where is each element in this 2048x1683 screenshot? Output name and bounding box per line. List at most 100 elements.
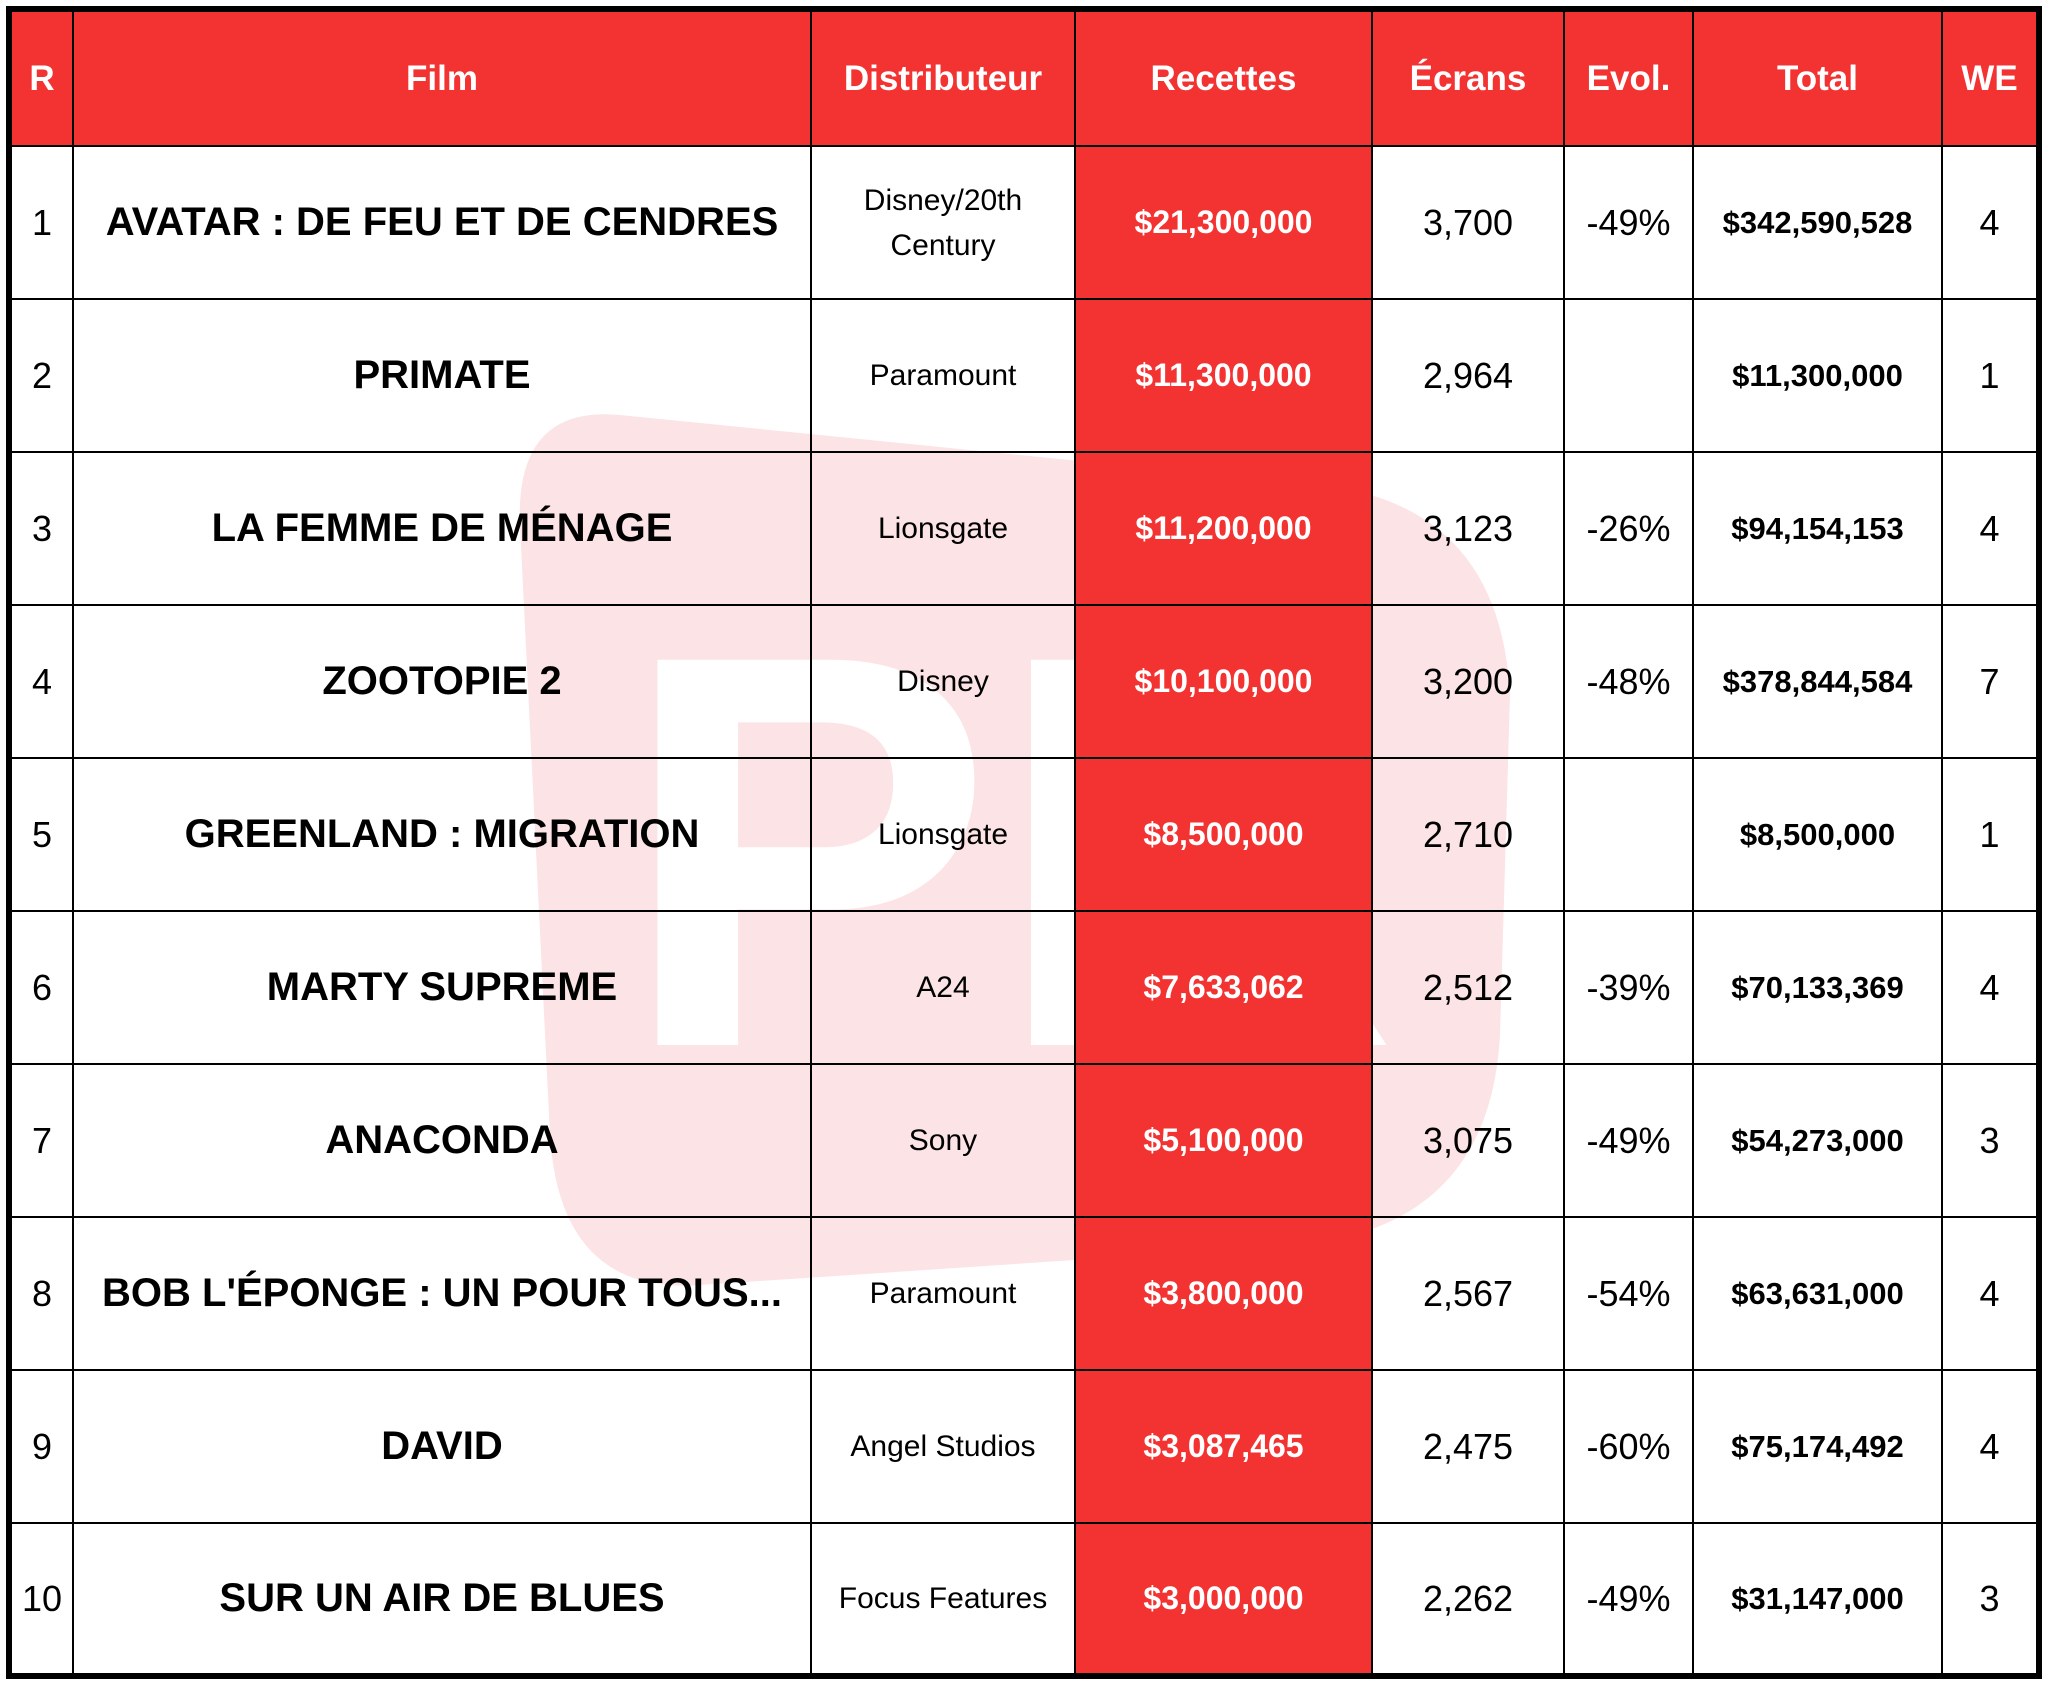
distributor-cell: Lionsgate (810, 451, 1076, 606)
screens-cell: 3,200 (1371, 604, 1565, 759)
total-gross-cell: $11,300,000 (1692, 298, 1943, 453)
evolution-cell: -49% (1563, 145, 1694, 300)
column-header: Film (72, 8, 812, 147)
table-row: 9 DAVID Angel Studios $3,087,465 2,475 -60% $7… (8, 1369, 2040, 1524)
film-title-cell: AVATAR : DE FEU ET DE CENDRES (72, 145, 812, 300)
evolution-cell: -39% (1563, 910, 1694, 1065)
film-title-cell: ANACONDA (72, 1063, 812, 1218)
screens-cell: 2,475 (1371, 1369, 1565, 1524)
weeks-cell: 1 (1941, 757, 2040, 912)
screens-cell: 3,075 (1371, 1063, 1565, 1218)
film-title-cell: BOB L'ÉPONGE : UN POUR TOUS... (72, 1216, 812, 1371)
film-title-cell: ZOOTOPIE 2 (72, 604, 812, 759)
weekend-gross-cell: $5,100,000 (1074, 1063, 1373, 1218)
total-gross-cell: $54,273,000 (1692, 1063, 1943, 1218)
film-title-cell: PRIMATE (72, 298, 812, 453)
rank-cell: 2 (8, 298, 74, 453)
total-gross-cell: $70,133,369 (1692, 910, 1943, 1065)
weekend-gross-cell: $21,300,000 (1074, 145, 1373, 300)
table-row: 7 ANACONDA Sony $5,100,000 3,075 -49% $54,273,… (8, 1063, 2040, 1218)
evolution-cell: -48% (1563, 604, 1694, 759)
total-gross-cell: $75,174,492 (1692, 1369, 1943, 1524)
screens-cell: 3,123 (1371, 451, 1565, 606)
table-header: R Film Distributeur Recettes Écrans Evol. Tota… (8, 8, 2040, 147)
rank-cell: 7 (8, 1063, 74, 1218)
weekend-gross-cell: $11,300,000 (1074, 298, 1373, 453)
weeks-cell: 4 (1941, 145, 2040, 300)
distributor-cell: Focus Features (810, 1522, 1076, 1677)
total-gross-cell: $94,154,153 (1692, 451, 1943, 606)
screens-cell: 2,567 (1371, 1216, 1565, 1371)
screens-cell: 2,512 (1371, 910, 1565, 1065)
film-title-cell: SUR UN AIR DE BLUES (72, 1522, 812, 1677)
evolution-cell (1563, 757, 1694, 912)
total-gross-cell: $342,590,528 (1692, 145, 1943, 300)
weeks-cell: 3 (1941, 1522, 2040, 1677)
table-row: 6 MARTY SUPREME A24 $7,633,062 2,512 -39% $70,… (8, 910, 2040, 1065)
table-row: 1 AVATAR : DE FEU ET DE CENDRES Disney/20t… (8, 145, 2040, 300)
weekend-gross-cell: $7,633,062 (1074, 910, 1373, 1065)
column-header: Écrans (1371, 8, 1565, 147)
rank-cell: 5 (8, 757, 74, 912)
total-gross-cell: $31,147,000 (1692, 1522, 1943, 1677)
rank-cell: 10 (8, 1522, 74, 1677)
weeks-cell: 4 (1941, 451, 2040, 606)
distributor-cell: Disney (810, 604, 1076, 759)
weekend-gross-cell: $3,800,000 (1074, 1216, 1373, 1371)
distributor-cell: Disney/20th Century (810, 145, 1076, 300)
weekend-gross-cell: $3,000,000 (1074, 1522, 1373, 1677)
column-header: Evol. (1563, 8, 1694, 147)
screens-cell: 2,710 (1371, 757, 1565, 912)
table-row: 5 GREENLAND : MIGRATION Lionsgate $8,500,00… (8, 757, 2040, 912)
weeks-cell: 4 (1941, 1216, 2040, 1371)
weeks-cell: 4 (1941, 1369, 2040, 1524)
table-row: 10 SUR UN AIR DE BLUES Focus Features $3,00… (8, 1522, 2040, 1677)
table-row: 4 ZOOTOPIE 2 Disney $10,100,000 3,200 -48% $37… (8, 604, 2040, 759)
screens-cell: 2,964 (1371, 298, 1565, 453)
distributor-cell: Lionsgate (810, 757, 1076, 912)
distributor-cell: Sony (810, 1063, 1076, 1218)
evolution-cell: -54% (1563, 1216, 1694, 1371)
film-title-cell: GREENLAND : MIGRATION (72, 757, 812, 912)
table-row: 3 LA FEMME DE MÉNAGE Lionsgate $11,200,000 3… (8, 451, 2040, 606)
distributor-cell: Angel Studios (810, 1369, 1076, 1524)
film-title-cell: LA FEMME DE MÉNAGE (72, 451, 812, 606)
weeks-cell: 3 (1941, 1063, 2040, 1218)
evolution-cell (1563, 298, 1694, 453)
rank-cell: 3 (8, 451, 74, 606)
evolution-cell: -60% (1563, 1369, 1694, 1524)
screens-cell: 3,700 (1371, 145, 1565, 300)
box-office-table: R Film Distributeur Recettes Écrans Evol. Tota… (6, 6, 2042, 1679)
total-gross-cell: $378,844,584 (1692, 604, 1943, 759)
weeks-cell: 4 (1941, 910, 2040, 1065)
header-row: R Film Distributeur Recettes Écrans Evol. Tota… (8, 8, 2040, 147)
film-title-cell: DAVID (72, 1369, 812, 1524)
evolution-cell: -49% (1563, 1063, 1694, 1218)
rank-cell: 4 (8, 604, 74, 759)
rank-cell: 1 (8, 145, 74, 300)
screens-cell: 2,262 (1371, 1522, 1565, 1677)
weekend-gross-cell: $11,200,000 (1074, 451, 1373, 606)
distributor-cell: Paramount (810, 298, 1076, 453)
rank-cell: 9 (8, 1369, 74, 1524)
rank-cell: 8 (8, 1216, 74, 1371)
column-header: Distributeur (810, 8, 1076, 147)
evolution-cell: -49% (1563, 1522, 1694, 1677)
rank-cell: 6 (8, 910, 74, 1065)
weeks-cell: 1 (1941, 298, 2040, 453)
distributor-cell: A24 (810, 910, 1076, 1065)
total-gross-cell: $8,500,000 (1692, 757, 1943, 912)
total-gross-cell: $63,631,000 (1692, 1216, 1943, 1371)
table-body: 1 AVATAR : DE FEU ET DE CENDRES Disney/20t… (8, 145, 2040, 1677)
weekend-gross-cell: $3,087,465 (1074, 1369, 1373, 1524)
column-header: Total (1692, 8, 1943, 147)
table-row: 2 PRIMATE Paramount $11,300,000 2,964 $11,300… (8, 298, 2040, 453)
column-header: R (8, 8, 74, 147)
table-row: 8 BOB L'ÉPONGE : UN POUR TOUS... Paramount… (8, 1216, 2040, 1371)
weekend-gross-cell: $8,500,000 (1074, 757, 1373, 912)
column-header: WE (1941, 8, 2040, 147)
distributor-cell: Paramount (810, 1216, 1076, 1371)
weeks-cell: 7 (1941, 604, 2040, 759)
